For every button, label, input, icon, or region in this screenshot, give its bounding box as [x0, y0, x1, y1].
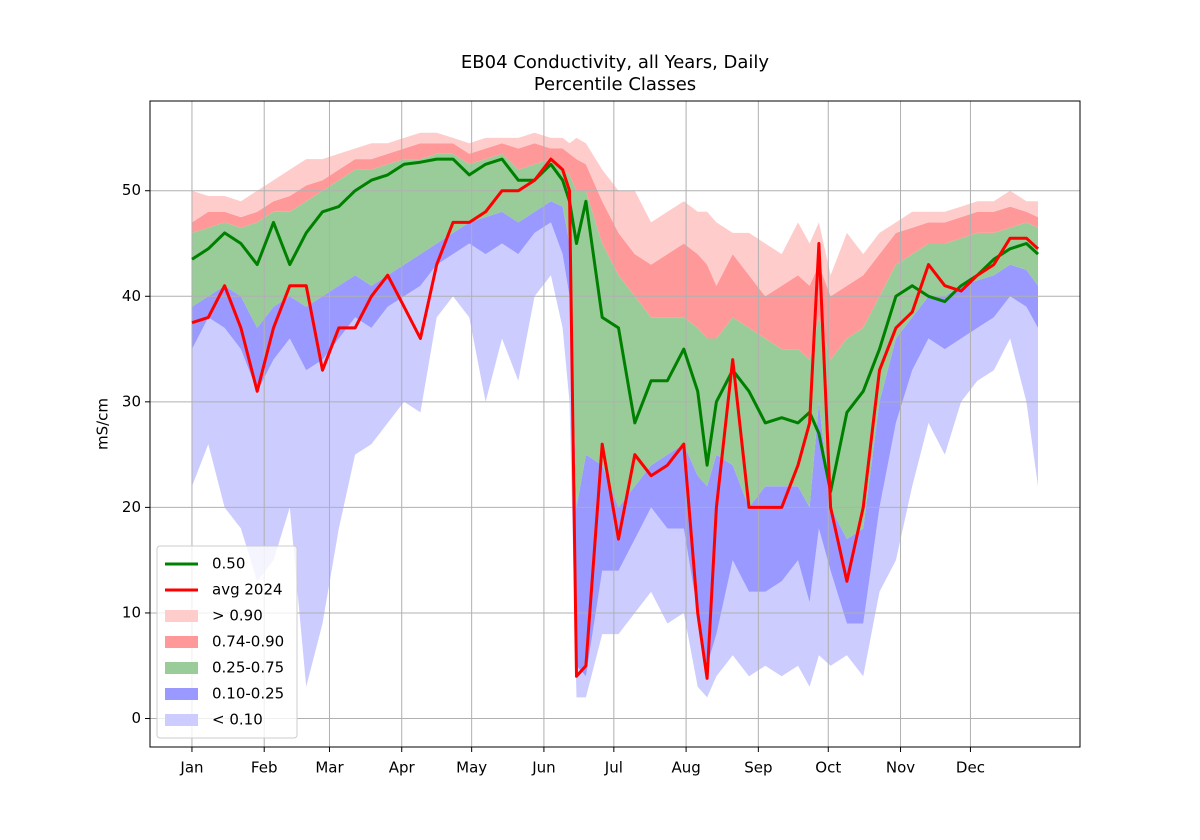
- legend-swatch: [165, 610, 198, 622]
- y-tick-label: 50: [122, 181, 141, 199]
- legend-swatch: [165, 714, 198, 726]
- legend-swatch: [165, 662, 198, 674]
- series-line: [191, 157, 1040, 680]
- legend-label: avg 2024: [212, 581, 283, 599]
- x-tick-label: May: [456, 759, 487, 777]
- legend-label: 0.50: [212, 555, 245, 573]
- x-tick-label: Jul: [604, 759, 623, 777]
- x-tick-label: Apr: [389, 759, 416, 777]
- x-tick-label: Feb: [251, 759, 278, 777]
- y-tick-label: 40: [122, 287, 141, 305]
- x-tick-label: Jan: [179, 759, 203, 777]
- x-tick-label: Sep: [744, 759, 772, 777]
- percentile-band: [192, 143, 1038, 360]
- legend-label: 0.74-0.90: [212, 633, 284, 651]
- series-line: [191, 157, 1040, 494]
- y-axis-label: mS/cm: [94, 398, 112, 450]
- legend-swatch: [165, 636, 198, 648]
- y-tick-label: 0: [131, 709, 141, 727]
- chart-title: EB04 Conductivity, all Years, Daily: [461, 52, 770, 73]
- legend-swatch: [165, 688, 198, 700]
- chart-subtitle: Percentile Classes: [534, 74, 696, 95]
- legend: 0.50 avg 2024 > 0.90 0.74-0.90 0.25-0.75 0.10…: [156, 545, 298, 739]
- x-tick-label: Jun: [531, 759, 555, 777]
- y-tick-label: 30: [122, 392, 141, 410]
- legend-label: 0.10-0.25: [212, 685, 284, 703]
- plot-frame: [149, 100, 1081, 748]
- legend-label: > 0.90: [212, 607, 263, 625]
- x-tick-label: Oct: [815, 759, 841, 777]
- legend-label: 0.25-0.75: [212, 659, 284, 677]
- x-tick-label: Nov: [886, 759, 915, 777]
- x-tick-label: Dec: [956, 759, 985, 777]
- percentile-band: [192, 222, 1038, 698]
- x-tick-label: Mar: [315, 759, 344, 777]
- y-tick-label: 10: [122, 603, 141, 621]
- percentile-band: [192, 132, 1038, 297]
- plot-area: [150, 101, 1080, 747]
- x-tick-label: Aug: [671, 759, 700, 777]
- legend-label: < 0.10: [212, 711, 263, 729]
- y-tick-label: 20: [122, 498, 141, 516]
